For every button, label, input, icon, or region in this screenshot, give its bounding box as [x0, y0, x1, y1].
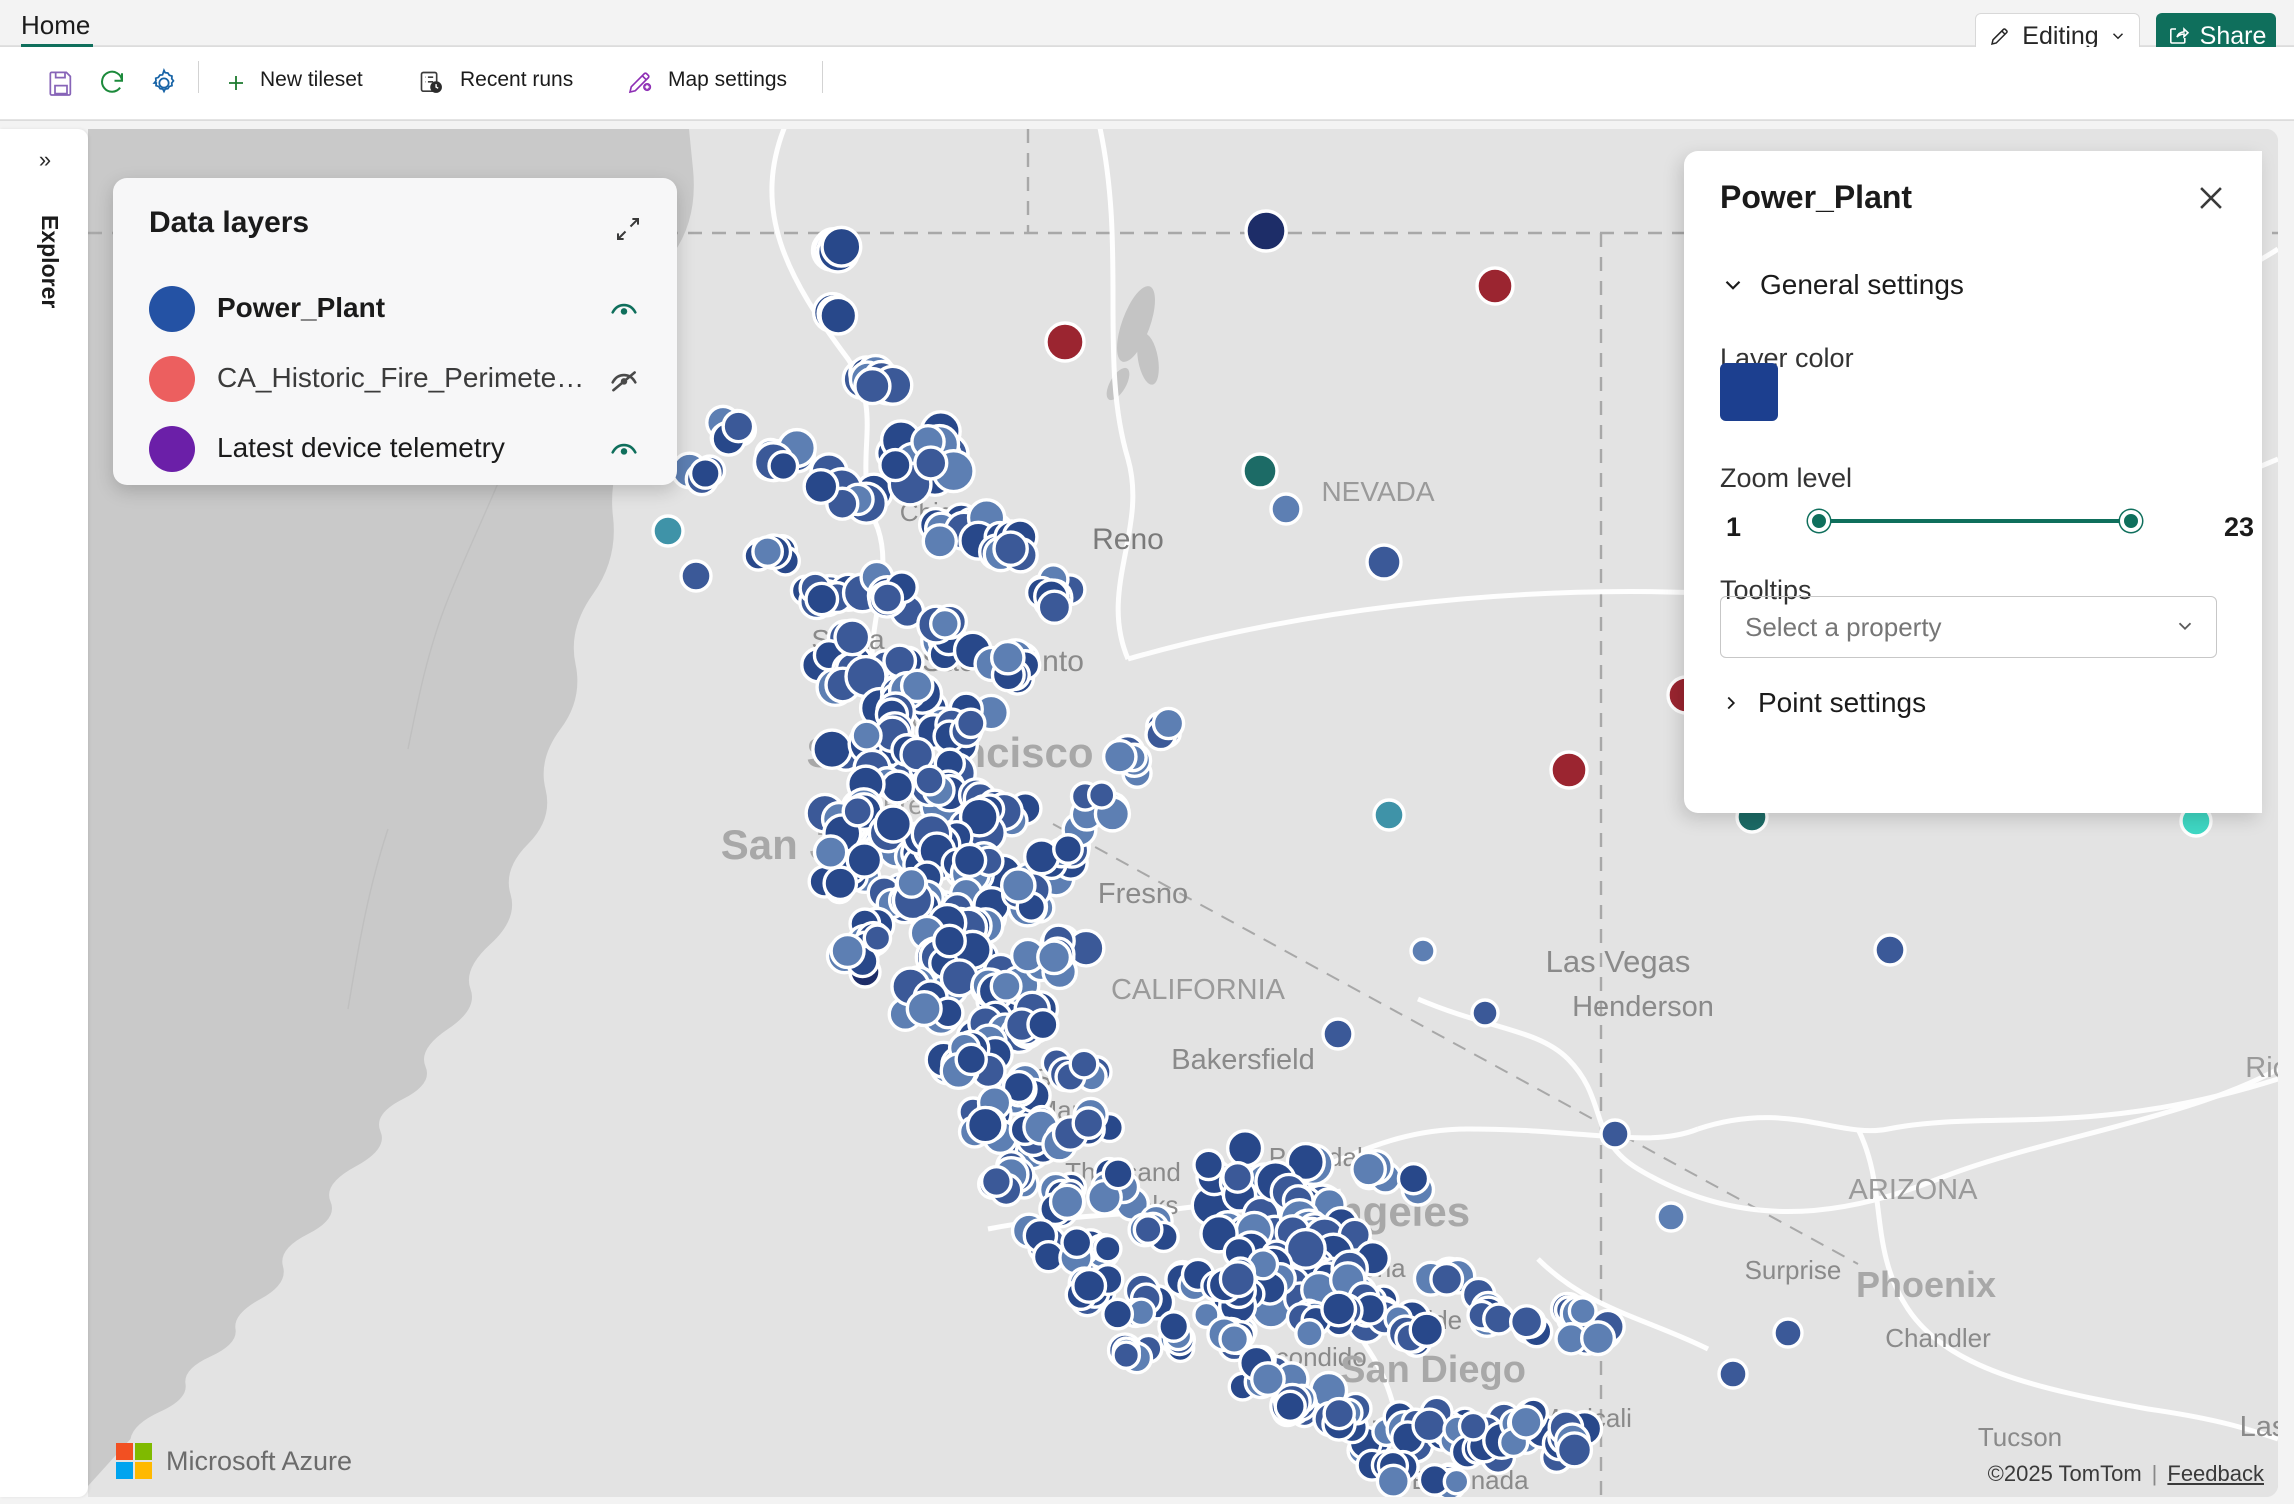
svg-text:Las Cruces: Las Cruces: [2240, 1411, 2278, 1443]
svg-text:Bakersfield: Bakersfield: [1171, 1044, 1314, 1076]
svg-text:Las Vegas: Las Vegas: [1546, 944, 1691, 979]
svg-text:NEVADA: NEVADA: [1321, 476, 1434, 507]
svg-text:Fresno: Fresno: [1098, 878, 1188, 910]
svg-text:CALIFORNIA: CALIFORNIA: [1111, 974, 1286, 1006]
svg-text:San Diego: San Diego: [1340, 1349, 1526, 1391]
svg-text:Phoenix: Phoenix: [1856, 1264, 1996, 1305]
svg-text:ARIZONA: ARIZONA: [1849, 1174, 1979, 1206]
svg-text:Chandler: Chandler: [1885, 1323, 1991, 1353]
svg-text:Rio Ranch: Rio Ranch: [2245, 1052, 2278, 1084]
svg-text:Henderson: Henderson: [1572, 991, 1714, 1023]
svg-text:Reno: Reno: [1092, 523, 1164, 556]
svg-text:Tucson: Tucson: [1978, 1422, 2062, 1452]
svg-text:Surprise: Surprise: [1745, 1255, 1842, 1285]
